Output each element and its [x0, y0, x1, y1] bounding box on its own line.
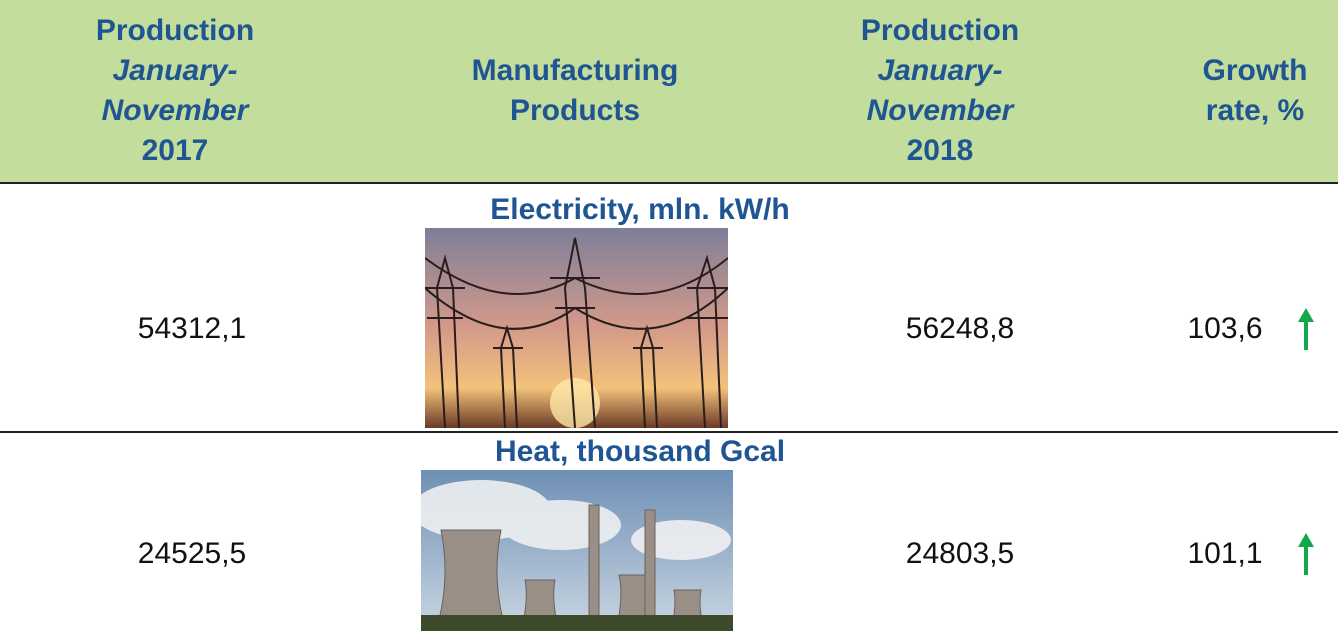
- header-label: Production: [860, 14, 1020, 47]
- value-2018: 56248,8: [905, 312, 1015, 345]
- value-2017: 54312,1: [137, 312, 247, 345]
- header-label: Production: [95, 14, 255, 47]
- growth-rate: 101,1: [1187, 537, 1263, 570]
- power-plant-image: [421, 470, 733, 631]
- up-arrow: [1298, 308, 1314, 350]
- header-cell: Manufacturing Products: [410, 0, 740, 182]
- header-cell: Production January-November 2018: [815, 0, 1065, 182]
- table-header: Production January-November 2017 Manufac…: [0, 0, 1338, 184]
- header-period: January-November: [866, 54, 1014, 127]
- power-lines-image: [425, 228, 728, 428]
- value-2018: 24803,5: [905, 537, 1015, 570]
- header-label: Growth rate, %: [1202, 54, 1308, 127]
- header-year: 2018: [906, 134, 974, 167]
- section-title: Heat, thousand Gcal: [494, 435, 786, 468]
- header-label: Manufacturing Products: [471, 54, 679, 127]
- header-cell: Production January-November 2017: [50, 0, 300, 182]
- up-arrow: [1298, 533, 1314, 575]
- growth-rate: 103,6: [1187, 312, 1263, 345]
- value-2017: 24525,5: [137, 537, 247, 570]
- row-separator: [0, 431, 1338, 433]
- header-period: January-November: [101, 54, 249, 127]
- section-title: Electricity, mln. kW/h: [490, 193, 790, 226]
- header-year: 2017: [141, 134, 209, 167]
- header-cell: Growth rate, %: [1185, 0, 1325, 182]
